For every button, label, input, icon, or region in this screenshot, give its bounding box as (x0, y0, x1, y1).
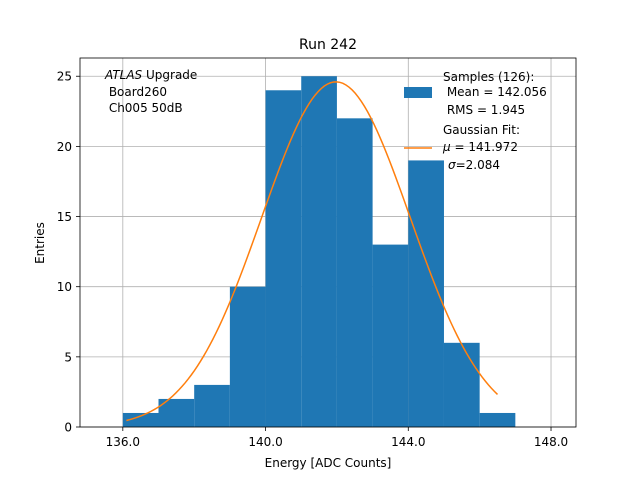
y-tick-label: 10 (57, 280, 72, 294)
legend-samples-mean: Mean = 142.056 (443, 85, 547, 99)
annotation-line-board: Board260 (105, 85, 167, 99)
histogram-bar (479, 412, 516, 427)
y-tick-label: 0 (64, 421, 72, 435)
histogram-bar (122, 412, 159, 427)
y-tick-label: 20 (57, 140, 72, 154)
histogram-bar (229, 286, 266, 427)
gaussian-fit (126, 81, 499, 422)
legend-samples-title: Samples (126): (443, 70, 534, 84)
legend-fit-mu: μ = 141.972 (442, 140, 518, 154)
x-axis-ticks: 136.0 140.0 144.0 148.0 (106, 427, 568, 449)
legend-samples-swatch (404, 87, 432, 98)
histogram-bar (301, 76, 337, 428)
histogram-bars (122, 76, 516, 428)
histogram-bar (372, 244, 409, 427)
x-tick-label: 148.0 (534, 435, 568, 449)
annotation-atlas-word: ATLAS (104, 68, 143, 82)
histogram-bar (443, 342, 480, 427)
gaussian-fit-curve (126, 81, 499, 422)
legend-mu-value: = 141.972 (451, 140, 518, 154)
legend: Samples (126): Mean = 142.056 RMS = 1.94… (404, 70, 547, 172)
histogram-bar (265, 90, 302, 427)
annotation-line-atlas: ATLAS Upgrade (104, 68, 197, 82)
x-tick-label: 136.0 (106, 435, 140, 449)
legend-samples-rms: RMS = 1.945 (443, 103, 525, 117)
legend-sigma-value: =2.084 (456, 158, 500, 172)
legend-sigma-symbol: σ (448, 158, 456, 172)
legend-mu-symbol: μ (442, 140, 451, 154)
legend-fit-sigma: σ=2.084 (448, 158, 500, 172)
y-tick-label: 15 (57, 210, 72, 224)
annotation-line-channel: Ch005 50dB (105, 101, 183, 115)
x-tick-label: 144.0 (391, 435, 425, 449)
x-tick-label: 140.0 (248, 435, 282, 449)
histogram-bar (194, 384, 230, 427)
legend-fit-title: Gaussian Fit: (443, 123, 520, 137)
histogram-bar (336, 118, 373, 427)
y-tick-label: 5 (64, 350, 72, 364)
y-tick-label: 25 (57, 70, 72, 84)
y-axis-ticks: 0 5 10 15 20 25 (57, 70, 80, 435)
annotation-upgrade-word: Upgrade (142, 68, 197, 82)
annotation: ATLAS Upgrade Board260 Ch005 50dB (104, 68, 197, 115)
y-axis-label: Entries (33, 222, 47, 264)
chart-title: Run 242 (299, 37, 357, 53)
x-axis-label: Energy [ADC Counts] (265, 456, 392, 470)
plot-frame (79, 57, 577, 428)
